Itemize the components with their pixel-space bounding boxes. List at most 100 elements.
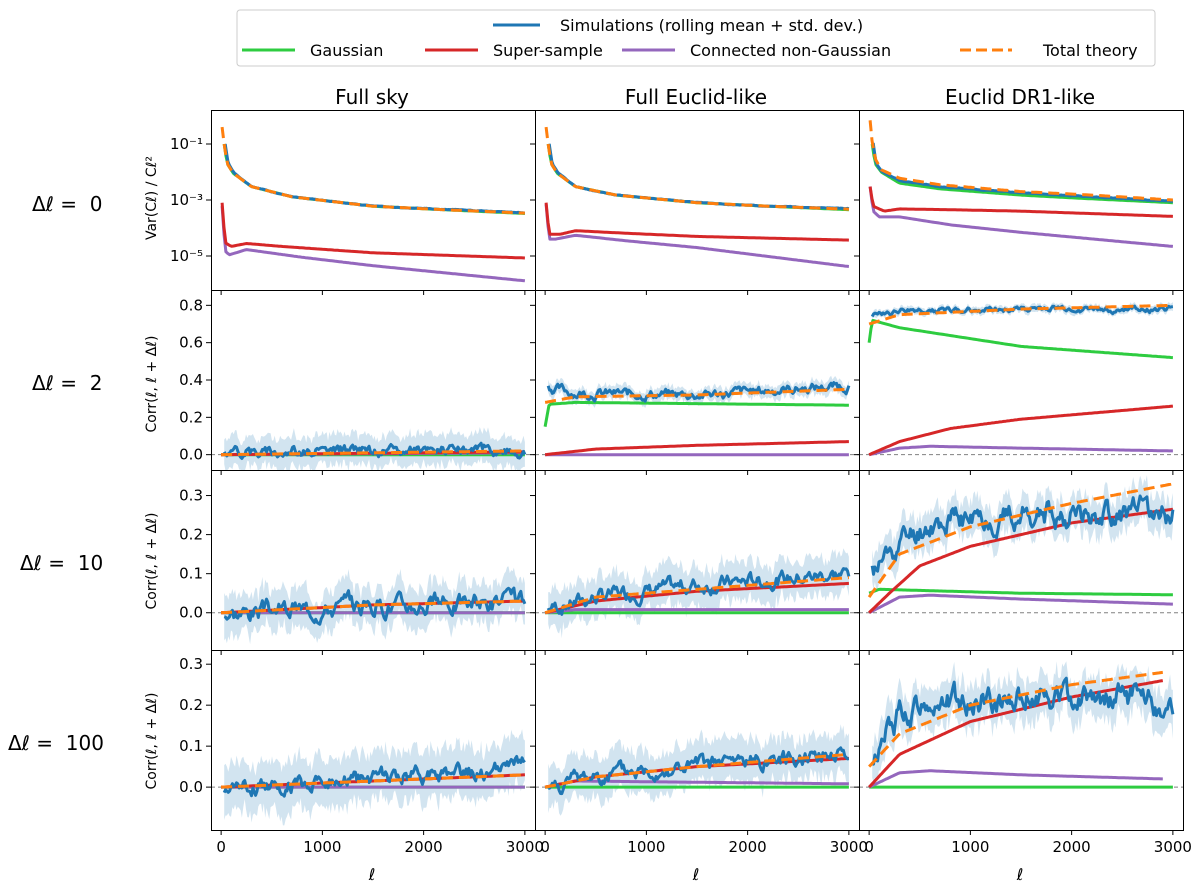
cng-line (868, 186, 1174, 248)
row-label-dl2: Δℓ = 2 (32, 371, 103, 395)
total-line (544, 752, 850, 789)
sim-mean-line (870, 494, 1175, 576)
y-tick-label: 0.6 (179, 334, 203, 352)
sim-mean-line (870, 676, 1175, 766)
xlabel-col-1: ℓ (692, 865, 700, 884)
x-tick-label: 0 (864, 838, 874, 856)
plot-area (535, 724, 859, 816)
panel-2-2 (854, 470, 1184, 655)
column-title-full-euclid: Full Euclid-like (625, 85, 767, 109)
ylabel-row-0: Var(Cℓ) / Cℓ² (144, 156, 160, 240)
plot-area (211, 427, 535, 470)
sim-mean-line (222, 441, 527, 460)
cng-line (868, 769, 1163, 789)
y-tick-label: 0.0 (179, 446, 203, 464)
panel-2-0: 0.0 0.1 0.2 0.3 (179, 470, 536, 655)
total-line (544, 576, 849, 615)
ssc-line (544, 202, 849, 242)
panel-0-1 (530, 110, 860, 295)
plot-area (211, 729, 535, 826)
row-label-dl100: Δℓ = 100 (8, 731, 104, 755)
y-tick-label: 0.2 (179, 526, 203, 544)
panel-0-0: 10⁻⁵ 10⁻³ 10⁻¹ (170, 110, 536, 295)
sim-std-band (872, 475, 1173, 591)
plot-area (859, 661, 1183, 789)
sim-std-band (225, 142, 525, 214)
gauss-line (543, 400, 849, 427)
panel-3-2: 0 1000 2000 3000 (854, 650, 1192, 856)
plot-area (220, 126, 526, 283)
y-tick-label: 0.2 (179, 408, 203, 426)
ssc-line (868, 679, 1164, 789)
x-tick-label: 1000 (627, 838, 665, 856)
sim-mean-line (223, 143, 526, 215)
y-tick-label: 10⁻⁵ (170, 247, 203, 265)
gauss-line (867, 319, 1173, 360)
x-tick-label: 2000 (729, 838, 767, 856)
plot-area (535, 548, 859, 639)
total-line (868, 303, 1173, 326)
column-title-euclid-dr1: Euclid DR1-like (945, 85, 1095, 109)
x-tick-label: 0 (540, 838, 550, 856)
ylabel-row-2: Corr(ℓ, ℓ + Δℓ) (144, 513, 160, 610)
ssc-line (868, 404, 1174, 457)
xlabel-col-2: ℓ (1016, 865, 1024, 884)
ssc-line (544, 440, 849, 457)
ssc-line (868, 186, 1173, 218)
y-tick-label: 0.3 (179, 487, 203, 505)
sim-std-band (548, 375, 849, 408)
y-tick-label: 0.8 (179, 296, 203, 314)
y-tick-label: 0.1 (179, 565, 203, 583)
total-line (867, 482, 1174, 598)
sim-std-band (224, 427, 525, 470)
legend-frame (236, 9, 1156, 67)
cng-line (220, 206, 526, 283)
plot-area (211, 566, 535, 645)
sim-mean-line (546, 567, 851, 616)
cng-line (544, 779, 849, 789)
axes-frame (211, 110, 536, 291)
total-line (220, 126, 525, 215)
sim-std-band (224, 729, 525, 826)
panel-1-1 (530, 290, 860, 475)
plot-area (859, 475, 1183, 615)
axes-frame (535, 110, 860, 291)
x-tick-label: 1000 (303, 838, 341, 856)
sim-std-band (548, 548, 849, 639)
total-line (868, 120, 1173, 202)
y-tick-label: 10⁻³ (170, 191, 203, 209)
ylabel-row-3: Corr(ℓ, ℓ + Δℓ) (144, 693, 160, 790)
y-tick-label: 0.0 (179, 778, 203, 796)
panel-grid: 10⁻⁵10⁻³10⁻¹0.00.20.40.60.80.00.10.20.30… (170, 110, 1192, 856)
ylabel-row-1: Corr(ℓ, ℓ + Δℓ) (144, 336, 160, 433)
y-tick-label: 0.2 (179, 696, 203, 714)
xlabel-col-0: ℓ (368, 865, 376, 884)
y-tick-label: 0.3 (179, 655, 203, 673)
panel-3-0: 0.0 0.1 0.2 0.3 0 1000 2000 3000 (179, 650, 544, 856)
column-title-full-sky: Full sky (335, 85, 409, 109)
x-tick-label: 2000 (1053, 838, 1091, 856)
row-label-dl10: Δℓ = 10 (20, 551, 103, 575)
y-tick-label: 0.4 (179, 371, 203, 389)
legend-label-ssc: Super-sample (493, 41, 603, 60)
ssc-line (220, 202, 525, 260)
plot-area (868, 120, 1174, 248)
legend: Simulations (rolling mean + std. dev.) G… (236, 9, 1156, 67)
sim-mean-line (870, 304, 1174, 318)
sim-std-band (549, 142, 849, 210)
y-tick-label: 10⁻¹ (170, 135, 203, 153)
sim-std-band (872, 661, 1173, 783)
axes-frame (859, 650, 1184, 831)
gauss-line (222, 143, 525, 215)
row-label-dl0: Δℓ = 0 (32, 192, 103, 216)
x-tick-label: 0 (216, 838, 226, 856)
y-tick-label: 0.1 (179, 737, 203, 755)
y-tick-label: 0.0 (179, 604, 203, 622)
sim-std-band (548, 724, 849, 816)
gauss-line (870, 143, 1173, 205)
x-tick-label: 3000 (506, 838, 544, 856)
panel-3-1: 0 1000 2000 3000 (530, 650, 868, 856)
ssc-line (221, 599, 525, 615)
x-tick-label: 3000 (830, 838, 868, 856)
sim-mean-line (547, 143, 850, 211)
